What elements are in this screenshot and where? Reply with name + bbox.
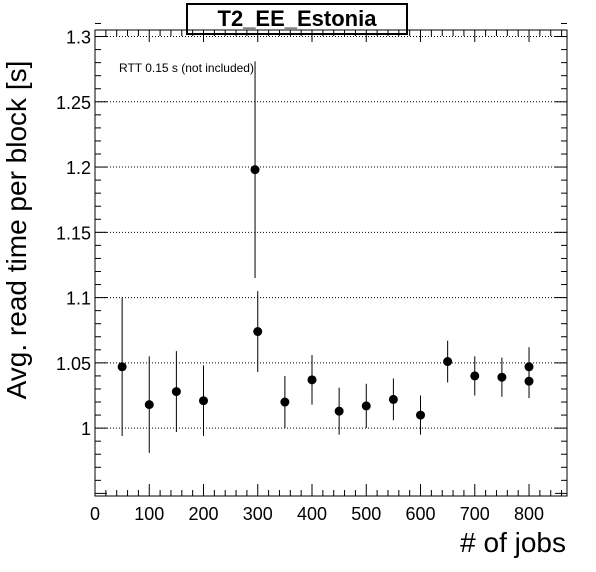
y-tick-label: 1.15 [56, 223, 91, 243]
x-tick-label: 600 [405, 504, 435, 524]
y-tick-label: 1.25 [56, 93, 91, 113]
y-tick-label: 1.1 [66, 289, 91, 309]
x-tick-label: 800 [514, 504, 544, 524]
data-point [117, 362, 127, 372]
y-tick-label: 1.2 [66, 158, 91, 178]
data-point [334, 406, 344, 416]
data-point [361, 401, 371, 411]
x-tick-label: 300 [243, 504, 273, 524]
data-point [524, 376, 534, 386]
data-point [470, 371, 480, 381]
data-point [250, 165, 260, 175]
plot-frame [94, 29, 568, 497]
y-tick-label: 1.3 [66, 28, 91, 48]
data-point [253, 327, 263, 337]
data-point [443, 357, 453, 367]
x-tick-label: 200 [188, 504, 218, 524]
data-point [171, 387, 181, 397]
rtt-annotation: RTT 0.15 s (not included) [119, 61, 254, 75]
x-tick-label: 400 [297, 504, 327, 524]
data-point [388, 394, 398, 404]
data-point [199, 396, 209, 406]
x-tick-label: 500 [351, 504, 381, 524]
y-tick-label: 1 [81, 419, 91, 439]
x-tick-label: 700 [460, 504, 490, 524]
data-point [497, 372, 507, 382]
data-point [307, 375, 317, 385]
data-point [416, 410, 426, 420]
data-point [280, 397, 290, 407]
data-point [144, 400, 154, 410]
x-axis-label: # of jobs [460, 527, 566, 558]
x-tick-label: 100 [134, 504, 164, 524]
x-tick-label: 0 [90, 504, 100, 524]
y-tick-label: 1.05 [56, 354, 91, 374]
